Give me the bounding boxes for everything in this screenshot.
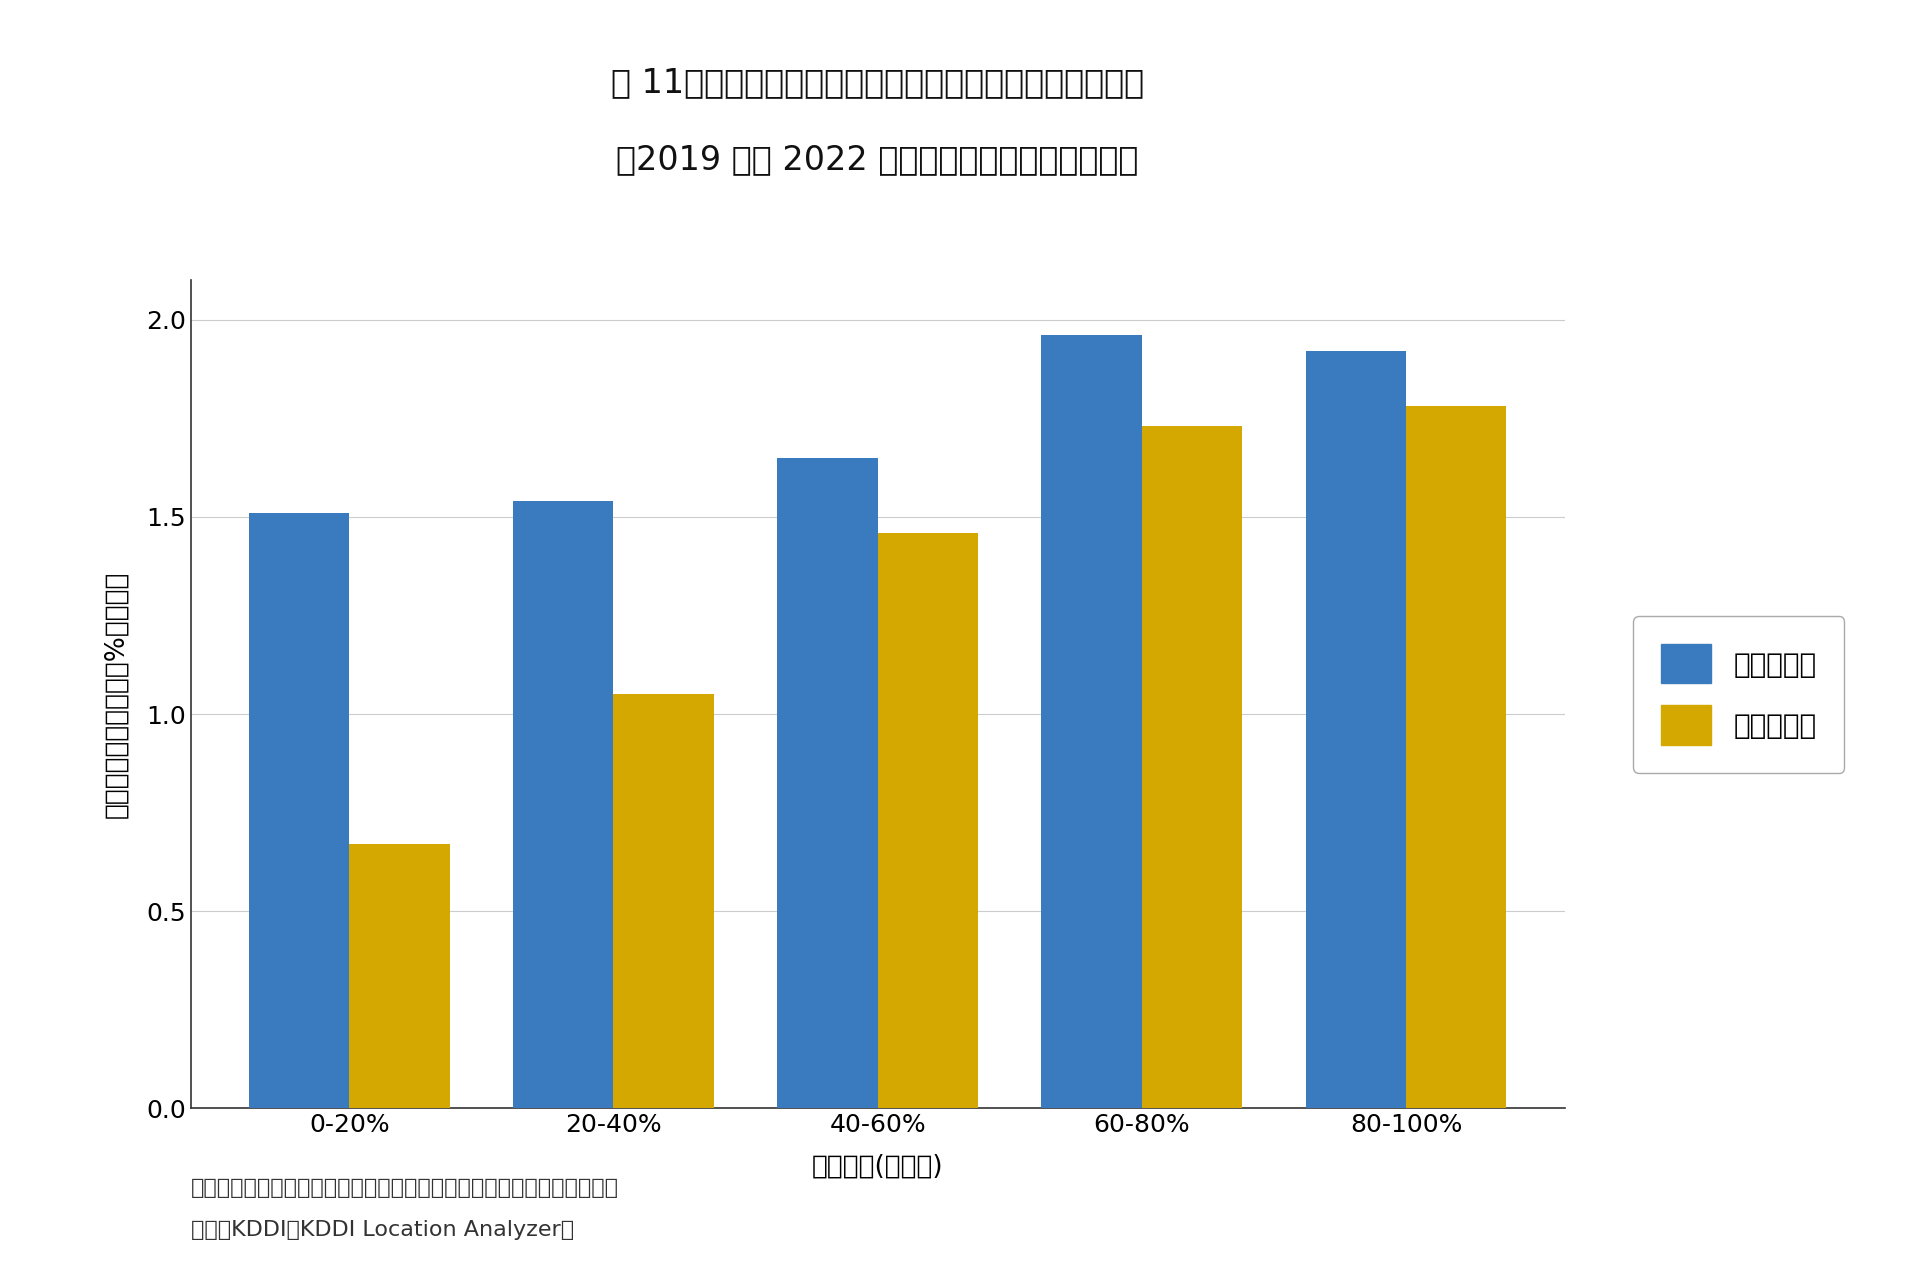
X-axis label: 居住者数(五分位): 居住者数(五分位) xyxy=(812,1154,942,1180)
Text: 注：居住者数の５分位階級は、図の右側ほど居住者数が多いことを示す: 注：居住者数の５分位階級は、図の右側ほど居住者数が多いことを示す xyxy=(191,1178,618,1199)
Legend: 駅近エリア, 駅遠エリア: 駅近エリア, 駅遠エリア xyxy=(1632,617,1844,772)
Bar xyxy=(1405,406,1507,1108)
Bar xyxy=(1140,427,1241,1108)
Bar xyxy=(877,533,978,1108)
Bar xyxy=(614,694,713,1108)
Bar xyxy=(349,845,450,1108)
Text: 出所：KDDI「KDDI Location Analyzer」: 出所：KDDI「KDDI Location Analyzer」 xyxy=(191,1220,574,1241)
Bar xyxy=(1304,352,1405,1108)
Text: 図 11　東京都の駅近・駅遠エリアの平均居住者数変化率: 図 11 東京都の駅近・駅遠エリアの平均居住者数変化率 xyxy=(610,66,1144,99)
Text: （2019 から 2022 年、居住者数五分位階級別）: （2019 から 2022 年、居住者数五分位階級別） xyxy=(616,143,1138,176)
Bar xyxy=(513,501,614,1108)
Bar xyxy=(776,457,877,1108)
Bar xyxy=(248,513,349,1108)
Y-axis label: 平均居住者数変化率（%、年率）: 平均居住者数変化率（%、年率） xyxy=(103,571,130,818)
Bar xyxy=(1041,335,1140,1108)
